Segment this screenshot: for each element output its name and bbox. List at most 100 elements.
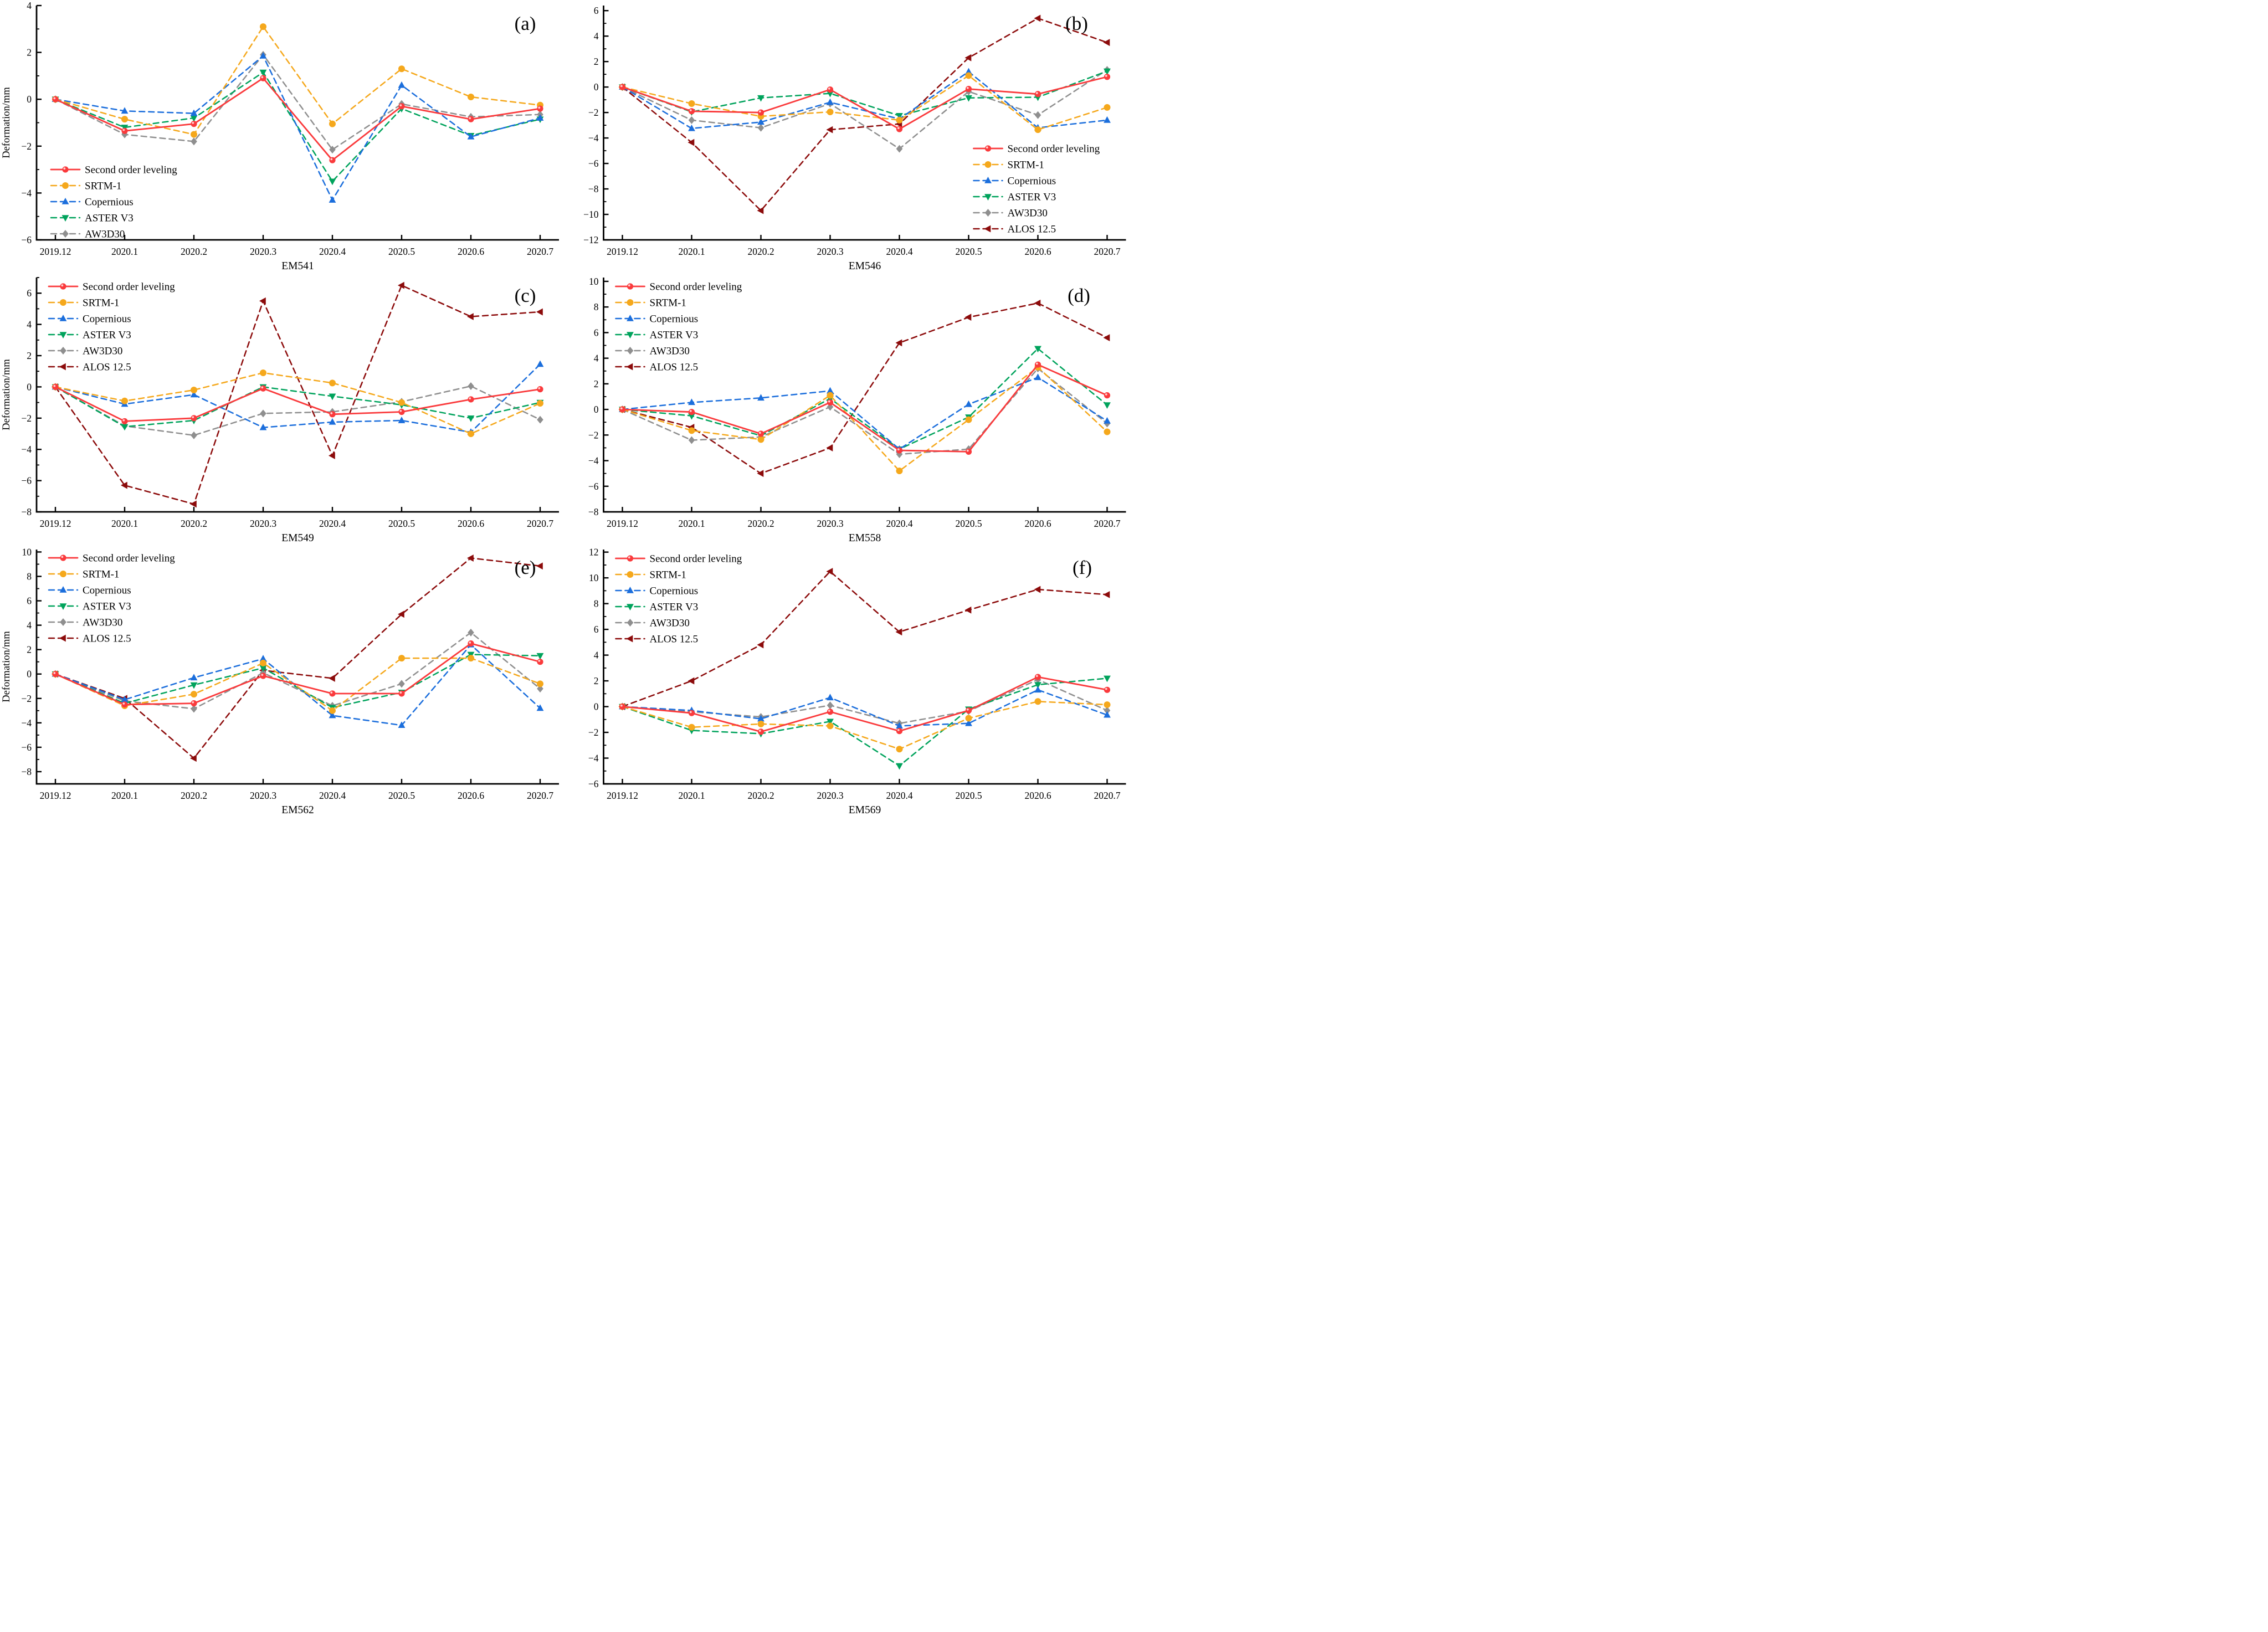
marker-highlight bbox=[330, 412, 333, 414]
y-tick-label: 4 bbox=[27, 0, 32, 11]
series-line bbox=[622, 75, 1108, 131]
marker-triangle-up bbox=[59, 586, 67, 593]
y-tick-label: 6 bbox=[594, 5, 599, 16]
x-tick-label: 2020.1 bbox=[111, 518, 138, 529]
marker-triangle-up bbox=[398, 721, 406, 728]
y-tick-label: −6 bbox=[21, 475, 32, 486]
marker-sphere bbox=[121, 127, 128, 134]
x-tick-label: 2019.12 bbox=[40, 518, 71, 529]
marker-triangle-left bbox=[1034, 586, 1041, 593]
legend-label: Second order leveling bbox=[85, 165, 177, 176]
marker-sphere bbox=[1104, 392, 1111, 399]
marker-diamond bbox=[896, 145, 903, 153]
panel-f: −6 −4 −2 0 2 4 6 8 10 12 2019.12 2020.1 2020.2 2020.3… bbox=[567, 544, 1134, 816]
marker-triangle-left bbox=[895, 628, 902, 636]
marker-triangle-up bbox=[259, 52, 267, 59]
marker-sphere bbox=[1034, 91, 1041, 97]
marker-diamond bbox=[191, 137, 197, 146]
marker-triangle-down bbox=[688, 413, 695, 420]
y-tick-label: −2 bbox=[21, 141, 32, 152]
legend-label: Second order leveling bbox=[1008, 143, 1100, 155]
x-tick-label: 2020.6 bbox=[1024, 246, 1051, 257]
marker-triangle-up bbox=[757, 118, 764, 125]
marker-circle bbox=[260, 369, 266, 377]
marker-sphere bbox=[121, 418, 128, 425]
panel-a-chart: −6 −4 −2 0 2 4 2019.12 2020.1 2020.2 2020.3 2020.4… bbox=[1, 0, 559, 272]
marker-sphere bbox=[1034, 361, 1041, 368]
y-tick-label: 8 bbox=[594, 598, 599, 609]
legend-item-copernious: Copernious bbox=[48, 585, 131, 597]
y-tick-label: 2 bbox=[27, 350, 32, 361]
marker-circle bbox=[398, 399, 405, 406]
panel-d: −8 −6 −4 −2 0 2 4 6 8 10 2019.12 2020.1 2020.2 2020.3… bbox=[567, 272, 1134, 544]
marker-highlight bbox=[758, 110, 761, 113]
legend-label: SRTM-1 bbox=[650, 297, 686, 309]
y-tick-label: 6 bbox=[594, 624, 599, 635]
y-tick-label: −8 bbox=[588, 183, 599, 194]
x-tick-label: 2020.7 bbox=[527, 246, 553, 257]
marker-circle bbox=[260, 659, 266, 666]
legend: Second order leveling SRTM-1 Copernious AST… bbox=[48, 553, 175, 645]
marker-triangle-up bbox=[190, 391, 198, 398]
series-srtm1 bbox=[619, 72, 1111, 134]
panel-d-chart: −8 −6 −4 −2 0 2 4 6 8 10 2019.12 2020.1 2020.2 2020.3… bbox=[588, 276, 1126, 544]
x-tick-label: 2020.1 bbox=[111, 246, 138, 257]
marker-triangle-down bbox=[121, 424, 129, 431]
series-leveling bbox=[52, 383, 543, 425]
panel-letter: (c) bbox=[515, 285, 536, 306]
marker-triangle-down bbox=[329, 178, 336, 186]
series-line bbox=[622, 377, 1108, 450]
y-tick-label: −6 bbox=[21, 742, 32, 753]
legend-item-copernious: Copernious bbox=[48, 314, 131, 325]
marker-highlight bbox=[192, 121, 194, 124]
x-axis-title: EM541 bbox=[281, 260, 314, 272]
marker-circle bbox=[191, 691, 197, 698]
legend-label: SRTM-1 bbox=[85, 181, 121, 192]
marker-highlight bbox=[1035, 362, 1038, 365]
x-tick-label: 2019.12 bbox=[40, 246, 71, 257]
marker-highlight bbox=[330, 691, 333, 694]
series-line bbox=[54, 386, 541, 428]
marker-sphere bbox=[688, 108, 695, 115]
marker-triangle-up bbox=[329, 418, 336, 425]
marker-triangle-left bbox=[1034, 299, 1041, 307]
marker-circle bbox=[1104, 104, 1111, 111]
marker-triangle-up bbox=[827, 387, 834, 394]
marker-triangle-left bbox=[984, 225, 991, 233]
legend-label: AW3D30 bbox=[83, 617, 122, 629]
panel-b: −12 −10 −8 −6 −4 −2 0 2 4 6 2019.12 2020.1 2020.2 202… bbox=[567, 0, 1134, 272]
series-leveling bbox=[619, 361, 1111, 455]
legend: Second order leveling SRTM-1 Copernious AST… bbox=[615, 553, 742, 645]
axes: −8 −6 −4 −2 0 2 4 6 2019.12 2020.1 2020.2 2020.3 202… bbox=[21, 277, 559, 529]
series-line bbox=[54, 385, 541, 437]
marker-triangle-left bbox=[687, 138, 695, 146]
y-tick-label: 6 bbox=[27, 596, 32, 607]
legend-label: AW3D30 bbox=[650, 346, 690, 357]
series-line bbox=[54, 71, 541, 182]
series-lines bbox=[618, 568, 1111, 770]
marker-diamond bbox=[757, 124, 764, 132]
marker-diamond bbox=[537, 685, 543, 693]
y-tick-label: 0 bbox=[594, 701, 599, 712]
marker-sphere bbox=[398, 408, 405, 415]
marker-circle bbox=[537, 680, 543, 687]
marker-diamond bbox=[60, 347, 66, 355]
marker-circle bbox=[965, 715, 972, 722]
marker-highlight bbox=[261, 386, 264, 389]
marker-triangle-down bbox=[757, 95, 764, 102]
marker-triangle-up bbox=[984, 177, 992, 183]
marker-triangle-left bbox=[121, 481, 127, 489]
legend-label: SRTM-1 bbox=[650, 569, 686, 581]
legend-item-copernious: Copernious bbox=[50, 197, 134, 208]
y-tick-label: −6 bbox=[21, 234, 32, 245]
x-tick-label: 2020.5 bbox=[388, 518, 415, 529]
marker-highlight bbox=[828, 710, 830, 712]
marker-triangle-down bbox=[467, 415, 475, 422]
legend-item-asterv3: ASTER V3 bbox=[50, 213, 134, 224]
y-tick-label: −2 bbox=[21, 413, 32, 424]
marker-triangle-left bbox=[467, 313, 474, 320]
marker-circle bbox=[121, 397, 128, 404]
marker-triangle-up bbox=[329, 711, 336, 719]
marker-sphere bbox=[191, 415, 197, 422]
marker-triangle-up bbox=[329, 196, 336, 203]
